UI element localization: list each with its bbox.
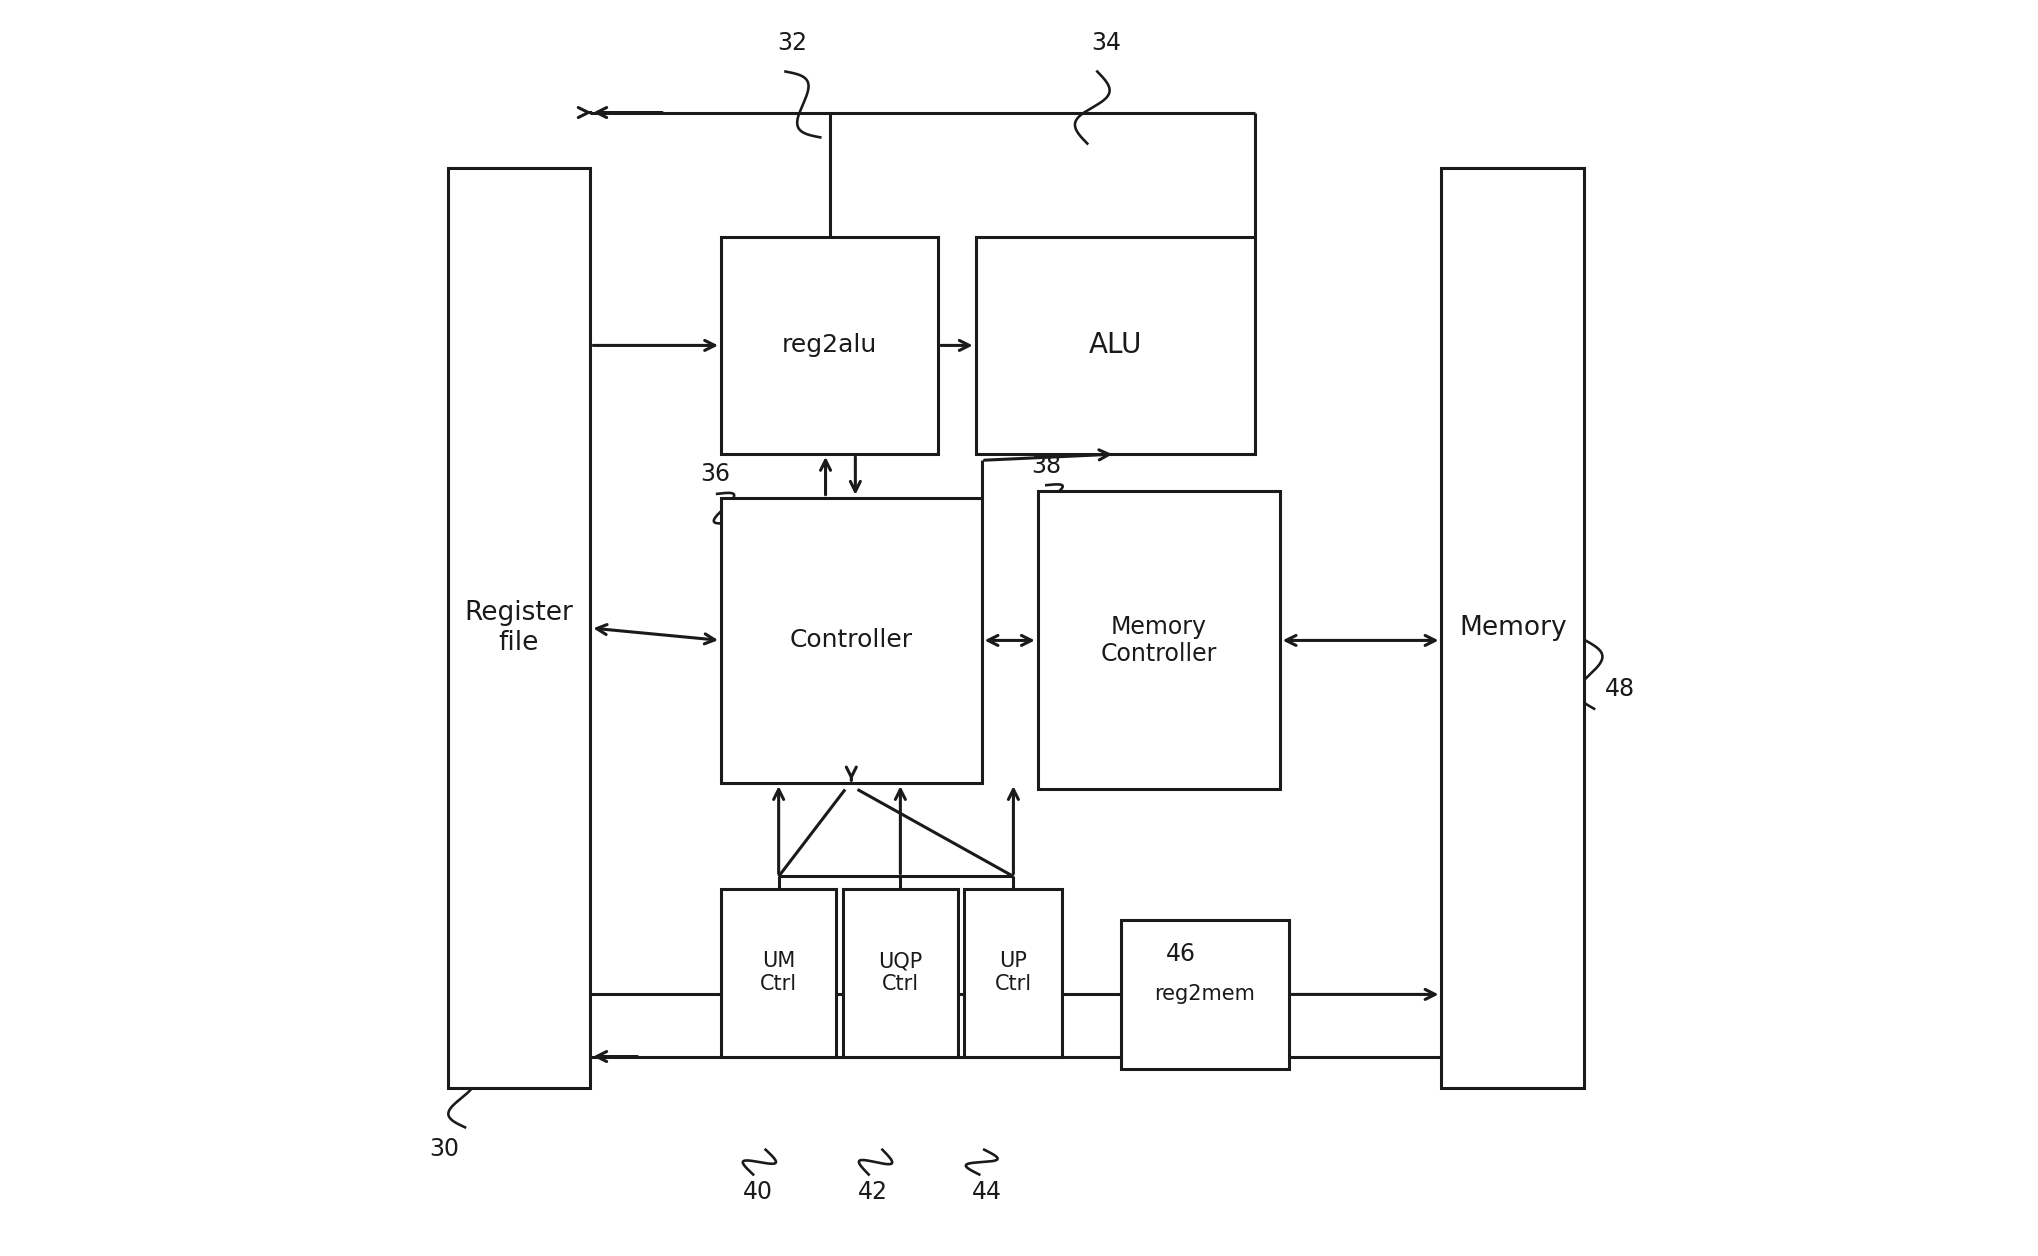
- Text: reg2mem: reg2mem: [1154, 985, 1255, 1005]
- Text: 36: 36: [699, 462, 730, 486]
- Text: Memory
Controller: Memory Controller: [1101, 614, 1217, 667]
- Text: 30: 30: [428, 1137, 459, 1161]
- FancyBboxPatch shape: [1441, 168, 1584, 1088]
- FancyBboxPatch shape: [964, 889, 1062, 1056]
- Text: Register
file: Register file: [465, 600, 573, 656]
- FancyBboxPatch shape: [448, 168, 591, 1088]
- FancyBboxPatch shape: [976, 236, 1255, 455]
- FancyBboxPatch shape: [1037, 491, 1280, 790]
- Text: ALU: ALU: [1088, 332, 1141, 359]
- Text: 42: 42: [858, 1181, 887, 1205]
- Text: Memory: Memory: [1459, 615, 1567, 641]
- Text: 44: 44: [972, 1181, 1003, 1205]
- FancyBboxPatch shape: [721, 889, 836, 1056]
- Text: 46: 46: [1166, 942, 1196, 966]
- Text: 38: 38: [1031, 453, 1062, 477]
- Text: UQP
Ctrl: UQP Ctrl: [878, 951, 923, 995]
- FancyBboxPatch shape: [721, 497, 982, 784]
- Text: 40: 40: [744, 1181, 772, 1205]
- Text: Controller: Controller: [791, 628, 913, 652]
- Text: UP
Ctrl: UP Ctrl: [995, 951, 1031, 995]
- Text: 34: 34: [1090, 31, 1121, 55]
- FancyBboxPatch shape: [721, 236, 937, 455]
- FancyBboxPatch shape: [842, 889, 958, 1056]
- Text: reg2alu: reg2alu: [783, 333, 876, 358]
- Text: 48: 48: [1606, 677, 1634, 701]
- FancyBboxPatch shape: [1121, 919, 1288, 1069]
- Text: UM
Ctrl: UM Ctrl: [760, 951, 797, 995]
- Text: 32: 32: [776, 31, 807, 55]
